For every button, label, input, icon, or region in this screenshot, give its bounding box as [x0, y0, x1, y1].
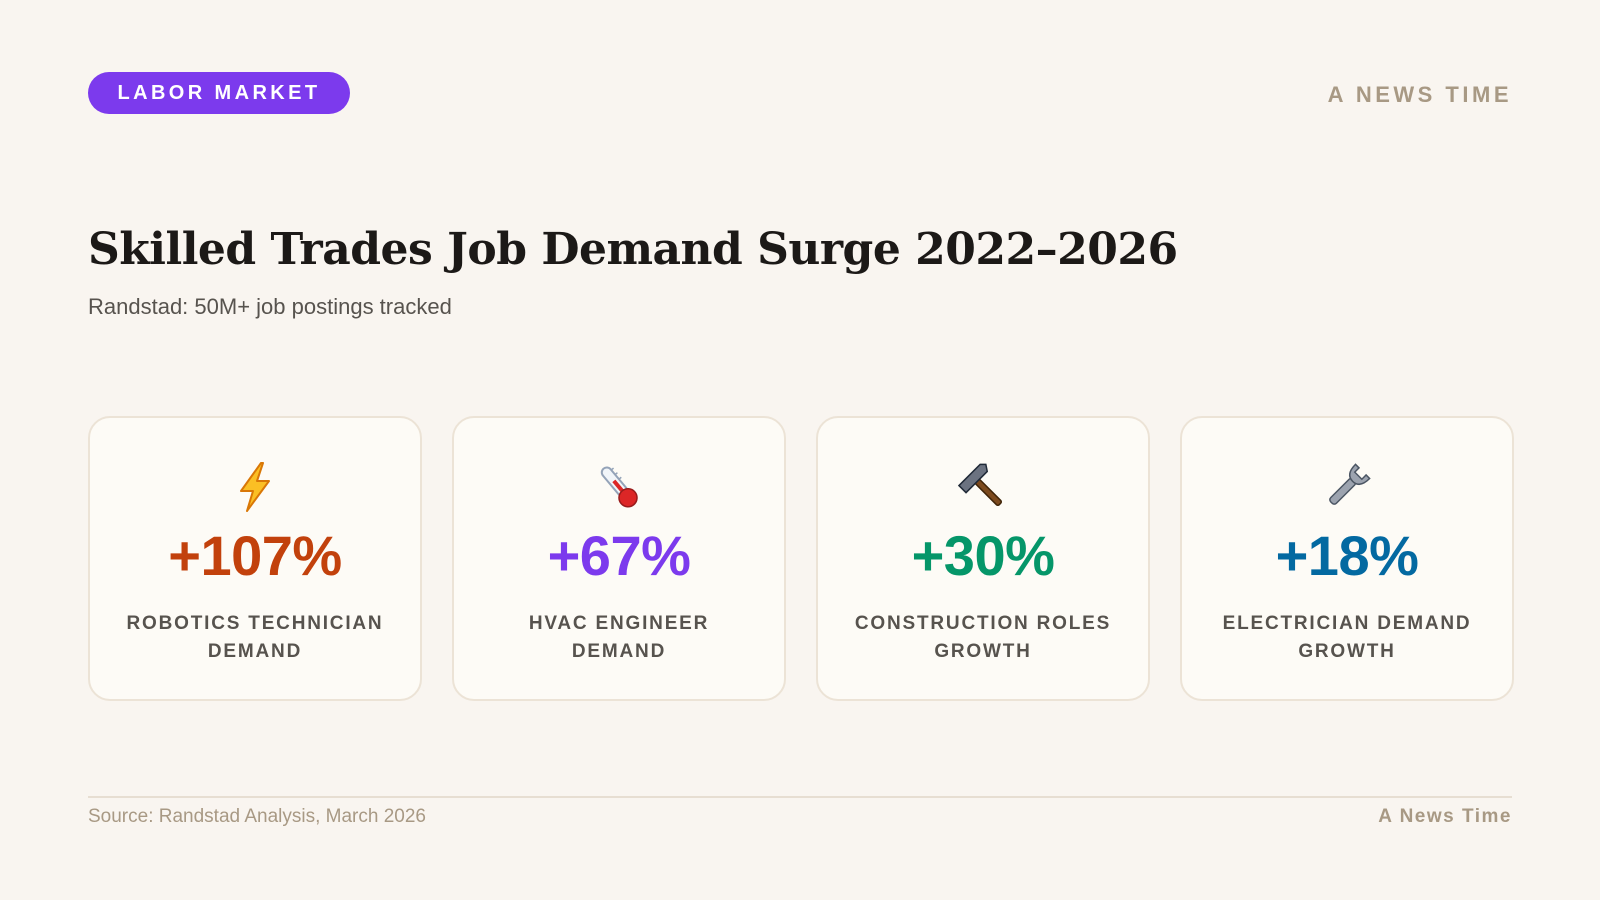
stat-label: CONSTRUCTION ROLES GROWTH [854, 613, 1112, 662]
stat-value: +107% [168, 524, 342, 587]
stat-card-robotics: +107% ROBOTICS TECHNICIAN DEMAND [88, 416, 422, 701]
thermometer-icon [590, 458, 648, 516]
stat-card-construction: +30% CONSTRUCTION ROLES GROWTH [816, 416, 1150, 701]
stat-label: ELECTRICIAN DEMAND GROWTH [1222, 613, 1472, 662]
lightning-icon [226, 458, 284, 516]
stat-label: HVAC ENGINEER DEMAND [528, 613, 710, 662]
stat-value: +30% [911, 524, 1055, 587]
brand-name-bottom: A News Time [1378, 806, 1512, 827]
brand-name-top: A NEWS TIME [1327, 82, 1512, 107]
stat-label: ROBOTICS TECHNICIAN DEMAND [126, 613, 384, 662]
stat-card-hvac: +67% HVAC ENGINEER DEMAND [452, 416, 786, 701]
page-title: Skilled Trades Job Demand Surge 2022–202… [88, 224, 1178, 275]
category-tag: LABOR MARKET [88, 72, 350, 114]
hammer-icon [954, 458, 1012, 516]
page-subtitle: Randstad: 50M+ job postings tracked [88, 294, 452, 319]
stat-value: +18% [1275, 524, 1419, 587]
footer-divider [88, 796, 1512, 798]
wrench-icon [1318, 458, 1376, 516]
stat-card-electrician: +18% ELECTRICIAN DEMAND GROWTH [1180, 416, 1514, 701]
source-note: Source: Randstad Analysis, March 2026 [88, 806, 426, 827]
stat-value: +67% [547, 524, 691, 587]
stat-cards: +107% ROBOTICS TECHNICIAN DEMAND +67% H [88, 416, 1514, 701]
